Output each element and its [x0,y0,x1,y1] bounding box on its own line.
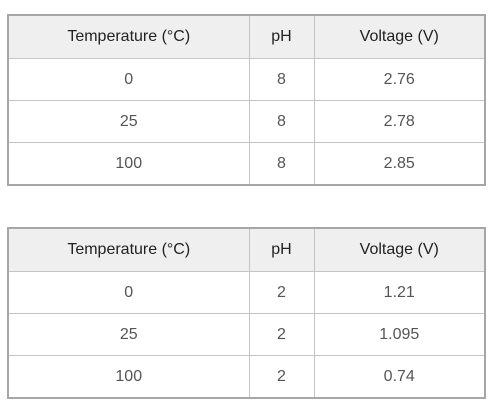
header-cell: Voltage (V) [313,227,486,272]
table-cell: 0 [7,58,250,101]
table-row: 25 8 2.78 [7,100,486,143]
table-cell: 0 [7,271,250,314]
header-cell: Voltage (V) [313,14,486,59]
table-cell: 1.095 [313,313,486,356]
header-row: Temperature (°C) pH Voltage (V) [7,14,486,59]
table-cell: 2.78 [313,100,486,143]
table-row: 100 2 0.74 [7,355,486,399]
table-cell: 100 [7,355,250,399]
table-cell: 2 [248,313,315,356]
table-cell: 8 [248,142,315,186]
header-cell: pH [248,14,315,59]
table-cell: 2 [248,355,315,399]
table-row: 0 2 1.21 [7,271,486,314]
table-cell: 100 [7,142,250,186]
header-cell: pH [248,227,315,272]
table-row: 0 8 2.76 [7,58,486,101]
table-cell: 25 [7,100,250,143]
table-cell: 2.76 [313,58,486,101]
table-cell: 8 [248,58,315,101]
table-cell: 0.74 [313,355,486,399]
table-cell: 2 [248,271,315,314]
table-cell: 2.85 [313,142,486,186]
table-cell: 25 [7,313,250,356]
table-row: 25 2 1.095 [7,313,486,356]
table-cell: 1.21 [313,271,486,314]
header-cell: Temperature (°C) [7,14,250,59]
table-cell: 8 [248,100,315,143]
data-table: Temperature (°C) pH Voltage (V) 0 2 1.21 25 2 1.… [7,227,486,399]
data-table: Temperature (°C) pH Voltage (V) 0 8 2.76 25 8 2.… [7,14,486,186]
table-row: 100 8 2.85 [7,142,486,186]
header-cell: Temperature (°C) [7,227,250,272]
header-row: Temperature (°C) pH Voltage (V) [7,227,486,272]
